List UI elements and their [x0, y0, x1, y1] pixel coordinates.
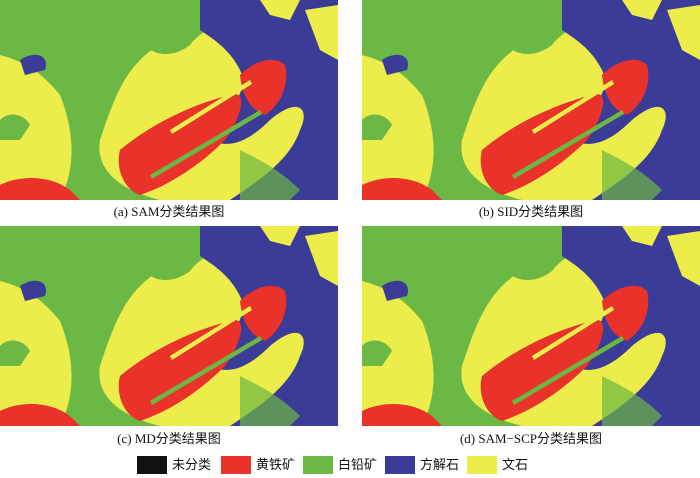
- legend-label: 方解石: [420, 457, 459, 472]
- legend-swatch: [221, 456, 251, 474]
- legend-swatch: [385, 456, 415, 474]
- panel-caption: (d) SAM−SCP分类结果图: [460, 431, 602, 446]
- legend-label: 文石: [502, 457, 528, 472]
- map-image: [362, 226, 700, 426]
- legend-label: 黄铁矿: [256, 457, 295, 472]
- legend-swatch: [303, 456, 333, 474]
- panel-caption: (a) SAM分类结果图: [114, 204, 225, 219]
- legend-label: 白铅矿: [338, 457, 377, 472]
- legend-swatch: [467, 456, 497, 474]
- panel-caption: (b) SID分类结果图: [479, 204, 583, 219]
- panel-caption: (c) MD分类结果图: [117, 431, 221, 446]
- map-image: [0, 226, 338, 426]
- map-image: [362, 0, 700, 200]
- legend-swatch: [137, 456, 167, 474]
- map-image: [0, 0, 338, 200]
- legend-label: 未分类: [172, 457, 211, 472]
